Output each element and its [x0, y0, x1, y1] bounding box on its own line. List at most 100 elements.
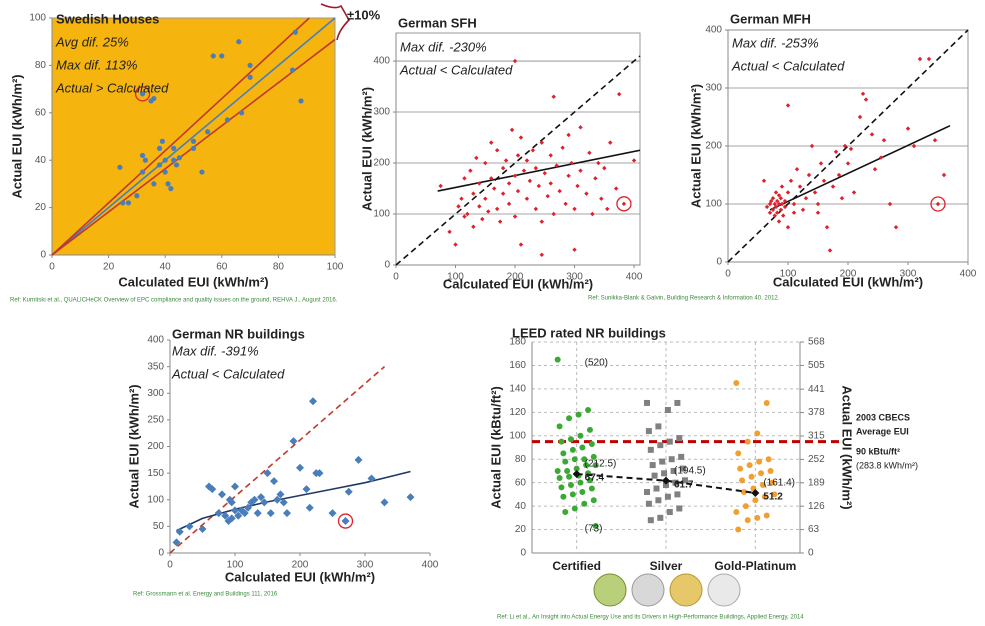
point — [651, 472, 658, 479]
annotation: Actual < Calculated — [731, 58, 845, 73]
point — [836, 172, 842, 178]
reference-line — [395, 55, 641, 266]
y2-tick-label: 63 — [808, 524, 820, 535]
point — [575, 411, 582, 418]
point — [827, 248, 833, 253]
point — [548, 181, 553, 186]
point — [298, 98, 304, 104]
x-tick-label: 300 — [357, 560, 374, 571]
point — [199, 169, 205, 175]
reference-annotation: 90 kBtu/ft² — [856, 446, 900, 456]
point — [674, 399, 681, 406]
point — [616, 91, 622, 97]
median-kwh-label: (194.5) — [674, 465, 706, 476]
chart-title: Swedish Houses — [56, 11, 159, 26]
point — [214, 509, 223, 518]
y-axis-label: Actual EUI (kBtu/ft²) — [488, 386, 503, 509]
callout-label: ±10% — [347, 7, 381, 22]
point — [406, 493, 415, 502]
point — [573, 465, 580, 472]
point — [672, 479, 679, 486]
y-tick-label: 100 — [147, 494, 164, 505]
point — [754, 514, 761, 521]
x-tick-label: 200 — [840, 269, 857, 280]
callout-bracket — [320, 3, 350, 41]
x-tick-label: 0 — [167, 560, 173, 571]
point — [756, 458, 763, 465]
point — [125, 200, 132, 206]
point — [653, 485, 660, 492]
median-label: 67.4 — [585, 473, 605, 484]
point — [205, 129, 211, 135]
point — [447, 229, 452, 235]
point — [569, 160, 574, 166]
x-tick-label: 400 — [626, 272, 643, 283]
y-axis-label: Actual EUI (kWh/m²) — [9, 74, 24, 198]
reference-line — [51, 17, 336, 256]
point — [566, 415, 573, 422]
point — [227, 514, 236, 523]
logo-platinum — [707, 573, 741, 607]
point — [872, 167, 878, 172]
y-tick-label: 40 — [35, 155, 47, 166]
point — [682, 477, 688, 484]
point — [533, 206, 539, 212]
annotation: Max dif. -253% — [732, 35, 819, 50]
point — [176, 155, 182, 161]
y-tick-label: 300 — [373, 107, 390, 118]
annotation: Max dif. -391% — [172, 343, 259, 358]
point — [590, 453, 597, 460]
point — [190, 138, 197, 144]
point — [237, 506, 246, 515]
point — [773, 190, 779, 195]
point — [666, 508, 673, 515]
reference-line — [727, 29, 969, 263]
point — [666, 438, 673, 445]
point — [676, 435, 683, 442]
point — [172, 538, 181, 547]
point — [621, 201, 627, 207]
point — [309, 397, 317, 406]
point — [221, 511, 230, 520]
point — [151, 181, 157, 187]
point — [459, 196, 464, 201]
point — [593, 176, 598, 181]
y-tick-label: 80 — [35, 60, 47, 71]
x-tick-label: Silver — [650, 559, 683, 573]
point — [587, 150, 592, 156]
x-tick-label: 100 — [447, 272, 464, 283]
x-tick-label: 0 — [393, 272, 399, 283]
point — [489, 140, 494, 145]
point — [758, 470, 765, 477]
point — [590, 211, 595, 217]
point — [657, 514, 664, 521]
highlight-circle — [337, 513, 354, 529]
median-kwh-label: (212.5) — [585, 459, 617, 470]
point — [548, 153, 553, 158]
point — [208, 485, 217, 494]
point — [134, 193, 140, 199]
point — [744, 517, 751, 524]
point — [250, 495, 259, 504]
point — [571, 505, 578, 512]
point — [765, 456, 772, 463]
point — [480, 216, 485, 222]
y2-tick-label: 441 — [808, 384, 825, 395]
reference-line — [51, 17, 310, 256]
reference-annotation: Average EUI — [856, 426, 909, 436]
point — [878, 155, 884, 160]
point — [577, 479, 584, 486]
point — [782, 198, 788, 204]
y-tick-label: 0 — [520, 548, 526, 559]
point — [680, 465, 687, 472]
point — [260, 498, 269, 507]
point — [794, 167, 800, 172]
point — [941, 172, 947, 178]
point — [273, 495, 282, 504]
point — [763, 512, 770, 519]
point — [585, 406, 592, 413]
point — [560, 145, 565, 150]
point — [613, 186, 619, 191]
point — [305, 503, 314, 512]
